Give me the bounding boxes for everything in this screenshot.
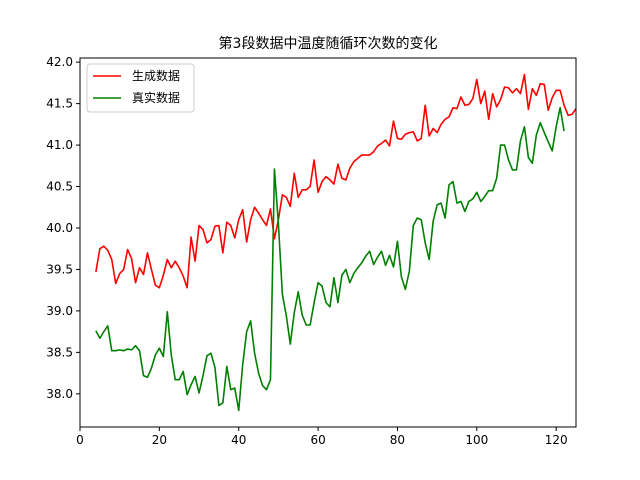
chart-title: 第3段数据中温度随循环次数的变化	[219, 35, 438, 52]
y-tick-label: 41.0	[46, 138, 73, 152]
y-tick-label: 41.5	[46, 97, 73, 111]
x-tick-label: 0	[76, 433, 84, 447]
series-line-generated	[95, 73, 577, 289]
x-tick-label: 80	[390, 433, 405, 447]
x-tick-label: 120	[545, 433, 568, 447]
x-tick-label: 60	[310, 433, 325, 447]
plot-area	[95, 73, 577, 412]
x-tick-label: 40	[231, 433, 246, 447]
y-tick-label: 38.0	[46, 387, 73, 401]
y-tick-label: 40.5	[46, 180, 73, 194]
y-tick-label: 42.0	[46, 55, 73, 69]
axes-frame	[79, 57, 577, 428]
legend-label-real: 真实数据	[132, 90, 180, 105]
series-line-real	[95, 106, 565, 412]
x-axis: 0 20 40 60 80 100 120	[76, 427, 568, 447]
y-tick-label: 39.5	[46, 262, 73, 276]
x-tick-label: 20	[152, 433, 167, 447]
legend-label-generated: 生成数据	[132, 68, 180, 83]
y-tick-label: 40.0	[46, 221, 73, 235]
y-tick-label: 38.5	[46, 345, 73, 359]
legend: 生成数据 真实数据	[86, 63, 195, 113]
y-axis: 38.0 38.5 39.0 39.5 40.0 40.5 41.0 41.5 42.0	[46, 55, 80, 401]
y-tick-label: 39.0	[46, 304, 73, 318]
x-tick-label: 100	[465, 433, 488, 447]
